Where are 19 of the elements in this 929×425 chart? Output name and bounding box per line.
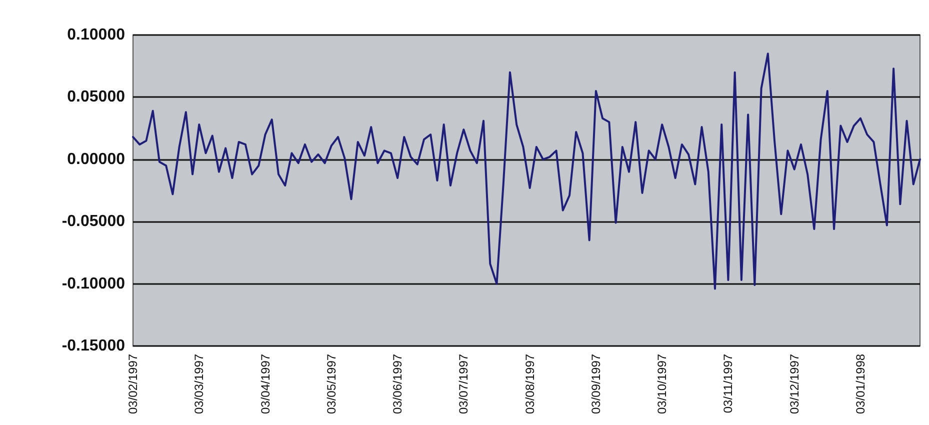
y-tick-label: -0.05000 (62, 213, 126, 230)
y-tick-label: 0.00000 (67, 150, 126, 168)
y-tick-label: -0.10000 (62, 275, 126, 292)
x-tick-label: 03/05/1997 (324, 354, 338, 414)
x-tick-label: 03/04/1997 (258, 354, 272, 414)
x-tick-label: 03/08/1997 (522, 354, 537, 414)
y-tick-label: 0.10000 (67, 26, 126, 44)
x-tick-label: 03/09/1997 (588, 354, 603, 414)
x-tick-label: 03/03/1997 (192, 354, 206, 414)
x-tick-label: 03/12/1997 (787, 354, 802, 414)
x-tick-label: 03/11/1997 (721, 354, 736, 414)
x-tick-label: 03/07/1997 (456, 354, 471, 414)
y-tick-label: -0.15000 (62, 337, 126, 354)
line-series (132, 52, 921, 290)
x-tick-label: 03/06/1997 (390, 354, 405, 414)
x-tick-label: 03/10/1997 (655, 354, 670, 414)
x-tick-label: 03/01/1998 (853, 354, 868, 414)
x-tick-label: 03/02/1997 (126, 354, 140, 414)
y-tick-label: 0.05000 (67, 88, 126, 106)
